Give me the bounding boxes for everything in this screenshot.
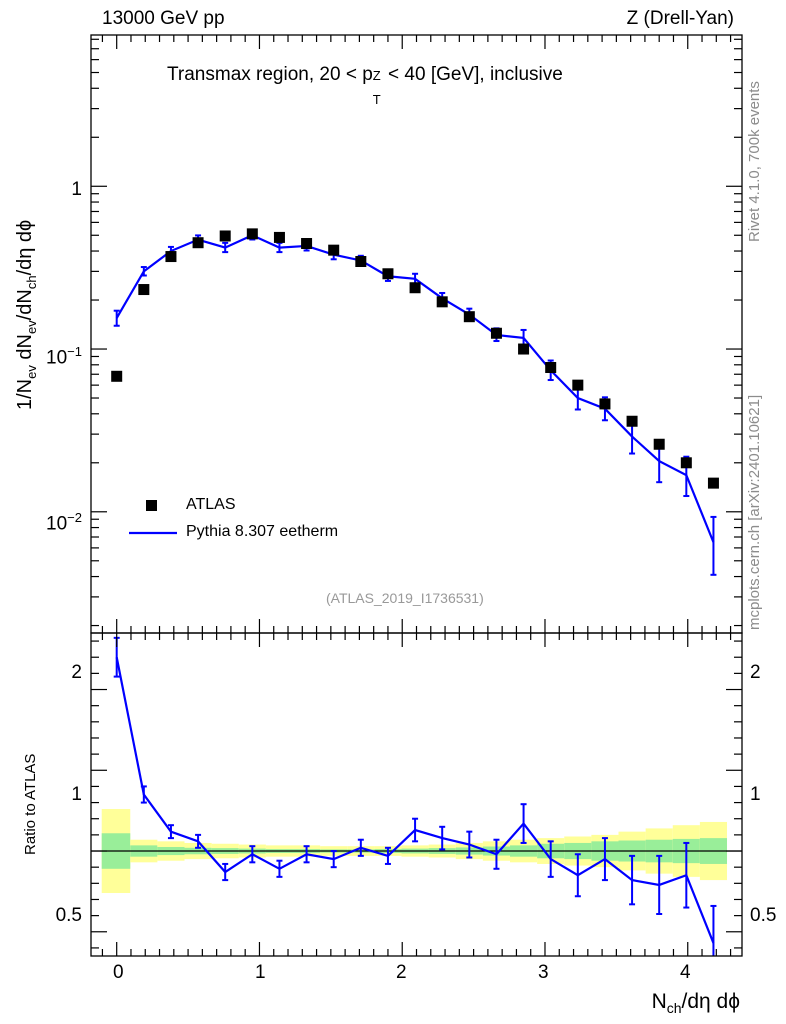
atlas-data-point	[409, 282, 421, 294]
atlas-data-point	[599, 398, 611, 410]
legend-label-pythia: Pythia 8.307 eetherm	[186, 523, 339, 540]
header-left: 13000 GeV pp	[102, 8, 225, 29]
atlas-data-point	[111, 370, 123, 382]
mcplots-label: mcplots.cern.ch [arXiv:2401.10621]	[746, 394, 763, 630]
rivet-label: Rivet 4.1.0, 700k events	[746, 81, 763, 242]
ylabel-part: dN	[14, 334, 36, 366]
atlas-data-point	[545, 362, 557, 374]
ylabel-part: /dN	[14, 289, 36, 321]
ratio-y-label: Ratio to ATLAS	[22, 753, 39, 855]
chart-title-sup: Z	[372, 68, 381, 83]
atlas-data-point	[572, 379, 584, 391]
ylabel-sub: ev	[24, 365, 39, 379]
ratio-y-tick-label-2-right: 2	[750, 662, 761, 683]
ratio-y-tick-label-1-left: 1	[71, 784, 82, 805]
atlas-data-point	[463, 311, 475, 323]
atlas-data-point	[382, 268, 394, 280]
tick-base: 10	[46, 513, 68, 535]
atlas-data-point	[707, 477, 719, 489]
x-tick-label-3: 3	[538, 962, 549, 983]
atlas-data-point	[680, 457, 692, 469]
legend-marker-atlas	[146, 500, 157, 511]
ylabel-sub: ch	[24, 275, 39, 290]
atlas-data-point	[246, 228, 258, 240]
ylabel-part: /dη dϕ	[14, 219, 36, 276]
main-y-tick-label-0.1: 10−1	[46, 344, 82, 369]
ratio-y-tick-label-0.5-right: 0.5	[750, 905, 777, 926]
atlas-data-point	[192, 237, 204, 249]
main-y-label: 1/Nev dNev/dNch/dη dϕ	[14, 220, 39, 410]
atlas-data-point	[138, 284, 150, 296]
x-tick-label-1: 1	[255, 962, 266, 983]
legend-label-atlas: ATLAS	[186, 496, 236, 513]
ratio-frame	[90, 632, 743, 957]
ratio-line	[115, 657, 715, 944]
ratio-y-tick-label-1-right: 1	[750, 784, 761, 805]
atlas-data-point	[355, 255, 367, 267]
analysis-watermark: (ATLAS_2019_I1736531)	[326, 590, 484, 606]
x-tick-label-0: 0	[113, 962, 124, 983]
main-y-tick-label-1: 1	[71, 179, 82, 200]
main-y-tick-label-0.01: 10−2	[46, 510, 82, 535]
xlabel-part: N	[651, 990, 667, 1013]
legend	[129, 500, 177, 535]
ylabel-sub: ev	[24, 320, 39, 335]
atlas-data-point	[653, 438, 665, 450]
ratio-series	[113, 636, 717, 956]
chart-title-pre: Transmax region, 20 < p	[167, 64, 373, 85]
tick-base: 10	[46, 347, 68, 369]
atlas-data-point	[219, 230, 231, 242]
tick-exp: −2	[67, 510, 82, 525]
atlas-data-point	[626, 415, 638, 427]
x-tick-label-4: 4	[680, 962, 691, 983]
header-right: Z (Drell-Yan)	[626, 8, 734, 29]
atlas-data-point	[301, 238, 313, 250]
atlas-data-point	[436, 296, 448, 308]
tick-exp: −1	[67, 344, 82, 359]
atlas-data-point	[328, 244, 340, 256]
x-tick-label-2: 2	[396, 962, 407, 983]
atlas-data-point	[165, 251, 177, 263]
axis-ticks	[91, 35, 742, 956]
chart-title-post: < 40 [GeV], inclusive	[382, 64, 563, 85]
xlabel-sub: ch	[666, 1000, 682, 1017]
atlas-data-point	[518, 343, 530, 355]
atlas-data-point	[273, 231, 285, 243]
atlas-data-point	[490, 327, 502, 339]
ylabel-part: 1/N	[14, 378, 36, 410]
main-frame	[90, 34, 743, 634]
main-series	[111, 228, 719, 576]
ratio-y-tick-label-0.5-left: 0.5	[55, 905, 82, 926]
x-axis-label: Nch/dη dϕ	[652, 990, 740, 1016]
chart-title-sub: T	[372, 92, 381, 107]
xlabel-part: /dη dϕ	[681, 990, 740, 1013]
ratio-y-tick-label-2-left: 2	[71, 662, 82, 683]
